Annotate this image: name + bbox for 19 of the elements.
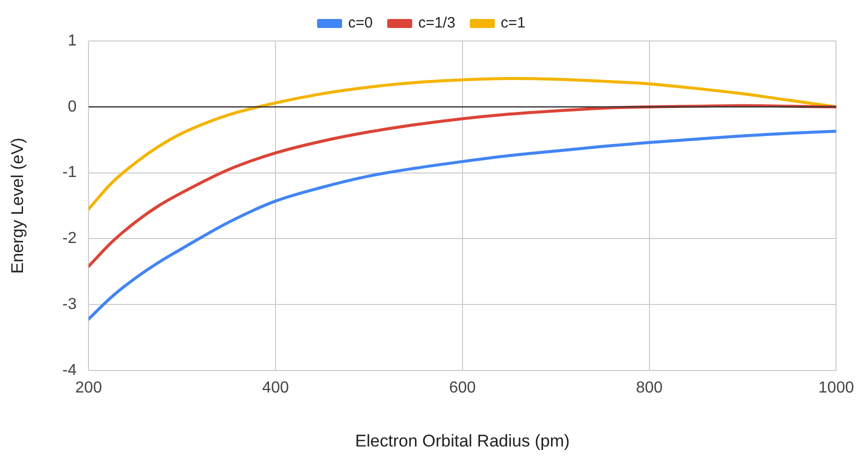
y-tick-label: 0 (68, 98, 77, 116)
y-tick-label: 1 (68, 32, 77, 50)
line-series (88, 130, 836, 321)
y-tick-label: -4 (62, 362, 77, 379)
x-tick-label: 200 (75, 379, 102, 396)
y-tick-label: -1 (62, 164, 77, 182)
x-tick-label: 1000 (818, 379, 854, 396)
legend-label: c=1/3 (418, 14, 456, 32)
legend-label: c=1 (500, 14, 526, 32)
x-tick-label: 800 (636, 379, 663, 396)
x-axis-title: Electron Orbital Radius (pm) (355, 431, 570, 450)
line-series (88, 77, 836, 210)
y-axis-title: Energy Level (eV) (8, 138, 27, 274)
x-tick-label: 600 (449, 379, 476, 396)
y-tick-label: -2 (62, 230, 77, 248)
legend-label: c=0 (348, 14, 373, 32)
x-tick-label: 400 (262, 379, 289, 396)
y-tick-label: -3 (62, 296, 77, 313)
line-series (88, 104, 836, 268)
